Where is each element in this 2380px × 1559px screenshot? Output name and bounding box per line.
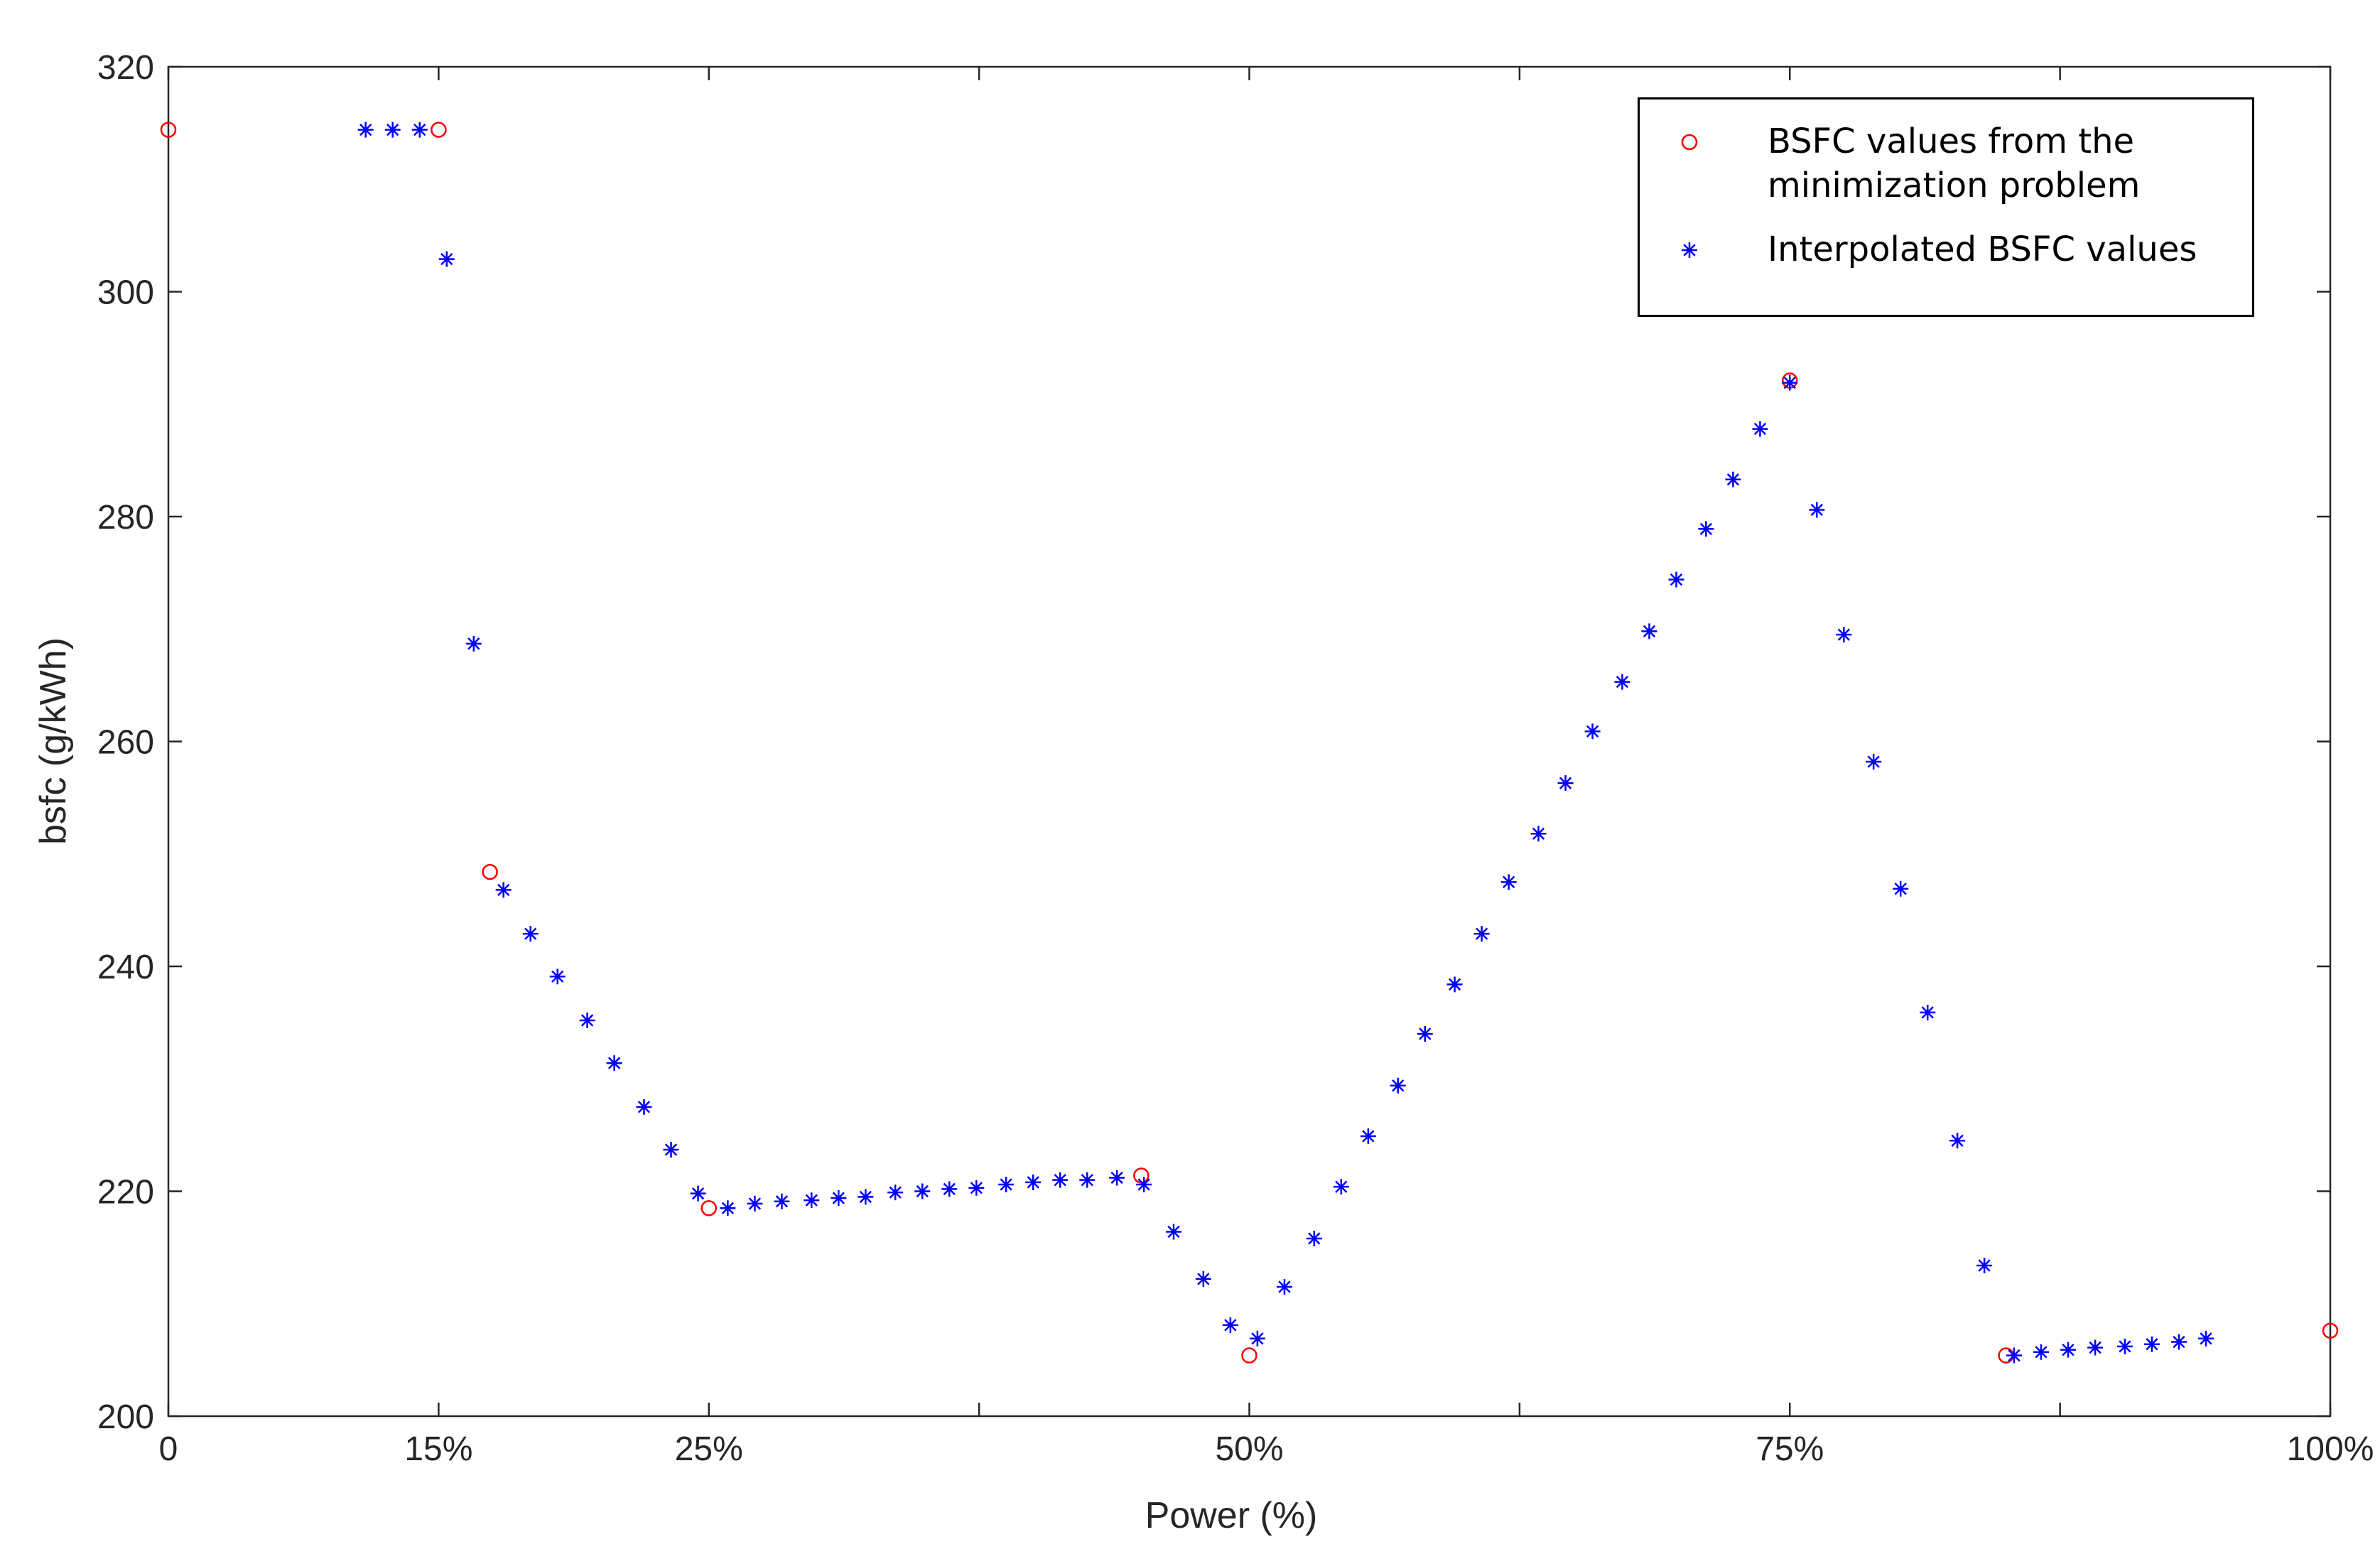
data-point	[2143, 1336, 2160, 1352]
legend-marker	[1681, 134, 1698, 151]
data-point	[411, 122, 428, 138]
data-point	[636, 1099, 652, 1115]
data-point	[549, 969, 566, 985]
data-point	[495, 882, 512, 898]
data-point	[1446, 976, 1463, 993]
data-point	[858, 1189, 874, 1205]
data-point	[1249, 1330, 1265, 1347]
data-point	[2087, 1339, 2104, 1356]
data-point	[1306, 1230, 1322, 1246]
data-point	[160, 122, 177, 138]
data-point	[579, 1012, 595, 1028]
data-point	[384, 122, 401, 138]
data-point	[1557, 775, 1574, 792]
data-point	[941, 1181, 958, 1197]
data-point	[887, 1185, 904, 1201]
data-point	[1836, 627, 1852, 643]
data-point	[1241, 1347, 1257, 1364]
data-point	[1165, 1224, 1181, 1240]
data-point	[1473, 926, 1490, 942]
data-point	[1782, 374, 1798, 391]
data-point	[690, 1185, 706, 1202]
data-point	[1222, 1317, 1238, 1333]
data-point	[1949, 1133, 1966, 1149]
y-tick-label: 300	[97, 274, 154, 312]
data-point	[998, 1177, 1015, 1193]
data-point	[701, 1199, 717, 1217]
legend-label: BSFC values from the minimization proble…	[1768, 122, 2141, 205]
legend-marker	[1682, 242, 1697, 258]
data-point	[747, 1195, 763, 1212]
data-point	[2198, 1330, 2214, 1347]
x-tick-label: 50%	[1215, 1430, 1283, 1468]
data-point	[831, 1190, 847, 1206]
data-point	[1584, 723, 1601, 740]
data-point	[1668, 571, 1684, 588]
data-point	[1195, 1271, 1211, 1287]
data-point	[1725, 471, 1741, 487]
data-point	[1614, 674, 1630, 690]
data-point	[1500, 874, 1517, 890]
data-point	[1866, 753, 1882, 770]
data-point	[1641, 623, 1657, 640]
data-point	[522, 926, 539, 942]
data-point	[1698, 521, 1714, 537]
data-point	[663, 1141, 679, 1158]
data-point	[914, 1183, 931, 1199]
y-tick-label: 240	[97, 949, 154, 986]
data-point	[1276, 1279, 1292, 1295]
y-tick-label: 280	[97, 499, 154, 536]
data-point	[2033, 1344, 2049, 1360]
legend-label: Interpolated BSFC values	[1768, 230, 2197, 269]
x-tick-label: 75%	[1756, 1430, 1824, 1468]
data-point	[968, 1180, 985, 1196]
data-point	[2006, 1347, 2022, 1364]
data-point	[1390, 1077, 1406, 1094]
legend-symbol	[1681, 134, 1698, 151]
x-tick-label: 15%	[404, 1430, 472, 1468]
x-tick-label: 100%	[2287, 1430, 2374, 1468]
x-axis-label: Power (%)	[1145, 1495, 1318, 1536]
data-point	[1809, 502, 1825, 518]
y-tick-label: 320	[97, 49, 154, 87]
data-point	[2322, 1322, 2339, 1339]
data-point	[2170, 1334, 2187, 1350]
data-point	[774, 1193, 790, 1209]
data-point	[465, 635, 482, 652]
data-point	[804, 1192, 820, 1209]
y-tick-label: 260	[97, 724, 154, 762]
data-point	[2116, 1338, 2133, 1354]
x-tick-label: 0	[159, 1430, 178, 1468]
data-point	[1052, 1172, 1069, 1188]
data-point	[1752, 421, 1768, 437]
data-point	[1136, 1177, 1152, 1193]
data-point	[1893, 880, 1909, 897]
data-point	[1920, 1004, 1936, 1020]
data-point	[1360, 1128, 1376, 1144]
y-tick-label: 220	[97, 1174, 154, 1212]
data-point	[431, 122, 447, 138]
data-point	[1530, 826, 1547, 842]
data-point	[1025, 1174, 1042, 1190]
data-point	[1109, 1170, 1125, 1186]
data-point	[438, 251, 455, 267]
y-tick-label: 200	[97, 1398, 154, 1436]
data-point	[1133, 1167, 1150, 1184]
y-axis-label: bsfc (g/kWh)	[33, 637, 74, 845]
data-point	[1417, 1025, 1433, 1042]
data-point	[606, 1055, 622, 1072]
legend-symbol	[1682, 242, 1697, 258]
data-point	[1976, 1257, 1993, 1273]
data-point	[1079, 1172, 1096, 1188]
data-point	[720, 1200, 736, 1217]
x-tick-label: 25%	[675, 1430, 743, 1468]
legend: BSFC values from the minimization proble…	[1638, 97, 2254, 317]
data-point	[1333, 1179, 1349, 1195]
data-point	[2060, 1342, 2077, 1358]
data-point	[357, 122, 374, 138]
data-point	[482, 863, 498, 880]
